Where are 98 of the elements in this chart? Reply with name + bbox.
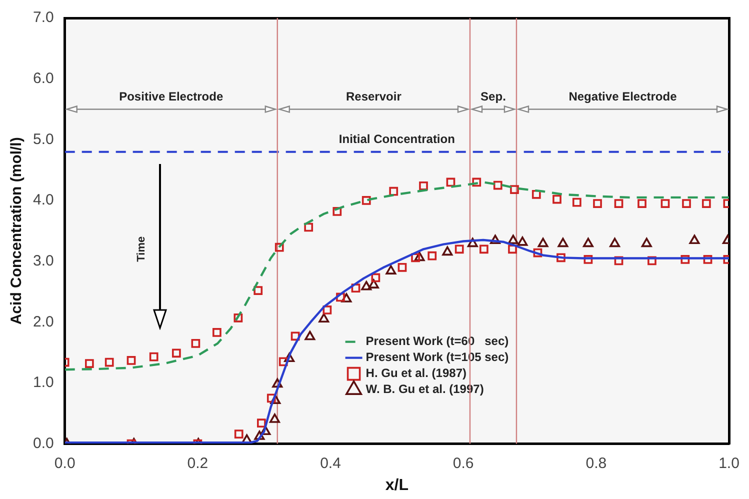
- point: [510, 185, 519, 194]
- y-tick-label: 2.0: [32, 313, 54, 330]
- point: [386, 265, 396, 274]
- point: [172, 348, 181, 358]
- point: [517, 236, 528, 246]
- x-tick-label: 0.2: [187, 454, 208, 472]
- y-tick-label: 7.0: [32, 9, 54, 26]
- point: [234, 430, 244, 439]
- point: [467, 238, 478, 248]
- point: [278, 357, 288, 366]
- point: [680, 255, 690, 264]
- point: [361, 280, 372, 290]
- point: [419, 181, 428, 190]
- point: [389, 186, 398, 196]
- point: [638, 199, 646, 208]
- point: [304, 222, 314, 232]
- point: [362, 196, 371, 205]
- point: [532, 190, 541, 199]
- point: [332, 207, 342, 216]
- point: [479, 244, 488, 254]
- point: [558, 238, 568, 248]
- point: [234, 313, 243, 322]
- point: [257, 418, 266, 428]
- annotation: Time: [135, 236, 148, 262]
- band-label: Sep.: [480, 90, 506, 104]
- x-tick-label: 0.0: [54, 454, 76, 472]
- y-tick-label: 1.0: [32, 374, 54, 392]
- point: [682, 199, 691, 208]
- point: [641, 238, 652, 248]
- point: [648, 256, 656, 266]
- point: [104, 358, 114, 367]
- point: [272, 378, 283, 388]
- legend-label: H. Gu et al. (1987): [366, 366, 466, 380]
- point: [269, 414, 280, 423]
- y-tick-label: 5.0: [32, 130, 54, 148]
- point: [290, 332, 300, 341]
- point: [454, 244, 464, 254]
- point: [610, 238, 620, 248]
- band-label: Negative Electrode: [568, 90, 678, 104]
- point: [304, 330, 316, 340]
- point: [472, 178, 482, 187]
- band-label: Positive Electrode: [119, 90, 224, 104]
- point: [254, 286, 263, 295]
- x-axis-title: x/L: [385, 476, 409, 494]
- point: [556, 253, 566, 262]
- x-tick-label: 0.4: [320, 454, 341, 472]
- point: [212, 328, 222, 337]
- point: [614, 199, 624, 208]
- point: [442, 246, 453, 256]
- point: [318, 313, 330, 322]
- point: [428, 251, 437, 260]
- point: [242, 434, 252, 444]
- point: [689, 234, 700, 244]
- point: [284, 352, 295, 362]
- point: [274, 242, 284, 252]
- point: [411, 253, 420, 262]
- point: [508, 234, 518, 244]
- y-tick-label: 0.0: [32, 434, 54, 452]
- point: [322, 306, 332, 314]
- point: [660, 199, 670, 208]
- x-tick-label: 0.8: [586, 454, 607, 472]
- point: [533, 248, 542, 258]
- x-tick-label: 0.6: [452, 454, 474, 472]
- point: [398, 262, 407, 272]
- point: [572, 198, 582, 207]
- point: [493, 180, 502, 190]
- point: [84, 359, 94, 368]
- point: [341, 293, 352, 302]
- point: [508, 244, 517, 254]
- point: [538, 238, 548, 248]
- point: [149, 352, 158, 362]
- y-tick-label: 3.0: [32, 252, 54, 270]
- point: [368, 279, 379, 288]
- point: [260, 426, 271, 436]
- point: [266, 394, 276, 403]
- ref-line-label: Initial Concentration: [338, 132, 455, 146]
- y-axis-title: Acid Concentration (mol/l): [8, 137, 26, 325]
- point: [552, 194, 562, 204]
- point: [702, 199, 711, 208]
- point: [593, 199, 602, 208]
- point: [614, 256, 624, 266]
- x-tick-label: 1.0: [718, 454, 740, 472]
- point: [270, 394, 281, 404]
- y-tick-label: 4.0: [32, 192, 54, 209]
- point: [414, 252, 425, 262]
- point: [371, 273, 380, 282]
- point: [254, 430, 265, 440]
- point: [703, 255, 712, 264]
- point: [126, 356, 136, 365]
- point: [490, 234, 500, 244]
- point: [336, 292, 345, 302]
- point: [446, 178, 456, 187]
- point: [582, 238, 594, 248]
- band-label: Reservoir: [346, 90, 402, 104]
- point: [191, 339, 200, 348]
- point: [351, 284, 360, 293]
- y-tick-label: 6.0: [32, 70, 54, 87]
- point: [584, 255, 593, 264]
